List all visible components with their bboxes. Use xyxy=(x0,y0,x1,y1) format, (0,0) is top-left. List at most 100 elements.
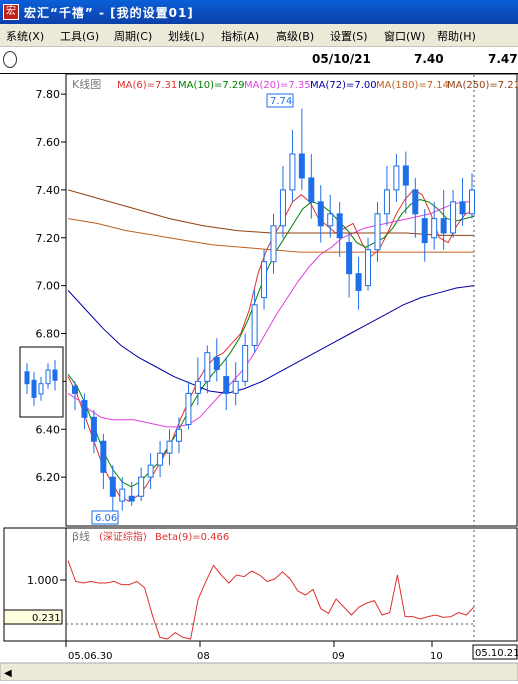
candle-body xyxy=(232,380,239,394)
candle-body xyxy=(431,218,438,239)
candle-body xyxy=(100,440,107,473)
y-axis: 7.807.607.407.207.006.806.606.406.20 xyxy=(36,88,66,484)
candle-body xyxy=(279,189,286,227)
thumb-candle-body xyxy=(45,369,51,385)
legend-ma10: MA(10)=7.29 xyxy=(178,80,245,91)
high-annotation: 7.74 xyxy=(270,96,292,107)
x-label-3: 10 xyxy=(430,651,443,662)
candle-body xyxy=(327,213,334,227)
beta-line xyxy=(67,560,475,640)
beta-panel xyxy=(3,527,518,642)
menu-settings[interactable]: 设置(S) xyxy=(330,30,368,43)
menu-tools[interactable]: 工具(G) xyxy=(60,30,100,43)
x-current-date: 05.10.21 xyxy=(475,648,518,659)
menu-period[interactable]: 周期(C) xyxy=(114,30,153,43)
low-annotation-box xyxy=(91,510,119,525)
legend-ma6: MA(6)=7.31 xyxy=(117,80,177,91)
chart-area[interactable]: 7.807.607.407.207.006.806.606.406.20 K线图… xyxy=(0,73,518,682)
candle-body xyxy=(469,189,475,215)
candle-body xyxy=(393,165,400,191)
legend-ma250: MA(250)=7.21 xyxy=(447,80,518,91)
thumbnail-candles xyxy=(24,359,58,406)
candle-body xyxy=(374,213,381,251)
beta-current: 0.231 xyxy=(32,613,61,624)
thumb-candle-body xyxy=(31,379,37,398)
candle-body xyxy=(251,304,258,346)
legend-ma20: MA(20)=7.35 xyxy=(244,80,311,91)
candle-body xyxy=(289,153,296,191)
candle-body xyxy=(119,488,126,502)
legend-ma180: MA(180)=7.14 xyxy=(376,80,449,91)
y-tick-label: 7.80 xyxy=(36,88,61,101)
horizontal-scrollbar[interactable] xyxy=(0,662,518,682)
menu-window[interactable]: 窗口(W) xyxy=(384,30,426,43)
y-tick-label: 7.00 xyxy=(36,280,61,293)
candle-body xyxy=(194,380,201,394)
candle-body xyxy=(355,273,362,291)
beta-value: Beta(9)=0.466 xyxy=(155,532,229,543)
window-title: 宏汇“千禧” - [我的设置01] xyxy=(24,6,194,20)
menu-indicator[interactable]: 指标(A) xyxy=(221,30,260,43)
circle-icon[interactable] xyxy=(3,51,17,68)
candle-body xyxy=(223,376,230,394)
chart-svg[interactable]: 7.807.607.407.207.006.806.606.406.20 K线图… xyxy=(0,73,518,682)
beta-index: (深证综指) xyxy=(99,530,147,543)
menu-system[interactable]: 系统(X) xyxy=(6,30,45,43)
y-tick-label: 6.80 xyxy=(36,328,61,341)
x-current-date-box xyxy=(472,644,518,660)
candle-body xyxy=(166,440,173,454)
ma-line-ma20 xyxy=(67,201,474,428)
candle-body xyxy=(459,201,466,215)
kline-label: K线图 xyxy=(72,77,101,91)
candle-body xyxy=(213,356,220,370)
y-tick-label: 7.20 xyxy=(36,232,61,245)
candle-body xyxy=(147,464,154,478)
quote-date: 05/10/21 xyxy=(312,52,371,66)
menu-bar: 系统(X) 工具(G) 周期(C) 划线(L) 指标(A) 高级(B) 设置(S… xyxy=(0,24,518,47)
quote-price-2: 7.47 xyxy=(488,52,518,66)
candle-body xyxy=(450,201,457,234)
candle-body xyxy=(317,201,324,227)
menu-advanced[interactable]: 高级(B) xyxy=(276,30,315,43)
candle-body xyxy=(109,476,116,497)
beta-label: β线 xyxy=(72,529,90,543)
candle-body xyxy=(421,218,428,244)
x-label-0: 05.06.30 xyxy=(68,651,113,662)
candle-body xyxy=(204,352,211,382)
y-tick-label: 6.40 xyxy=(36,423,61,436)
candle-body xyxy=(308,177,315,203)
menu-draw[interactable]: 划线(L) xyxy=(168,30,205,43)
candle-body xyxy=(81,400,88,418)
candle-body xyxy=(346,242,353,275)
candle-body xyxy=(90,416,97,442)
candle-body xyxy=(261,261,268,299)
candle-body xyxy=(336,213,343,239)
high-annotation-box xyxy=(266,93,294,108)
ma-line-ma72 xyxy=(67,285,475,394)
beta-axis-tick: 1.000 xyxy=(27,574,59,587)
candle-body xyxy=(128,495,135,502)
candle-body xyxy=(72,385,78,394)
beta-current-box xyxy=(3,609,63,625)
quote-price-1: 7.40 xyxy=(414,52,444,66)
candle-body xyxy=(185,392,192,425)
app-icon[interactable]: 宏 xyxy=(3,4,19,20)
thumb-candle-body xyxy=(24,371,30,385)
thumb-candle-body xyxy=(38,383,44,395)
menu-help[interactable]: 帮助(H) xyxy=(437,30,476,43)
candlesticks xyxy=(72,108,475,511)
candle-body xyxy=(440,218,447,234)
candle-body xyxy=(412,189,419,215)
kline-panel xyxy=(65,73,518,527)
candle-body xyxy=(365,249,372,287)
candle-body xyxy=(138,476,145,497)
candle-body xyxy=(383,189,390,215)
scroll-left-icon[interactable]: ◀ xyxy=(4,668,12,679)
candle-body xyxy=(270,225,277,263)
y-tick-label: 7.60 xyxy=(36,136,61,149)
low-annotation: 6.06 xyxy=(95,513,117,524)
quote-bar: 05/10/21 7.40 7.47 xyxy=(0,47,518,74)
x-label-1: 08 xyxy=(197,651,210,662)
x-label-2: 09 xyxy=(332,651,345,662)
candle-body xyxy=(242,344,249,382)
